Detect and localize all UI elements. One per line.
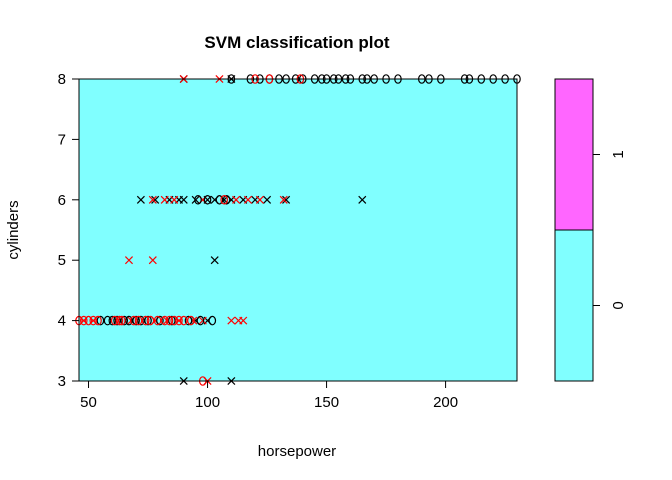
y-tick-label: 3 — [58, 373, 66, 390]
data-point-x — [148, 195, 157, 204]
data-point-o — [165, 315, 174, 326]
data-point-o — [94, 315, 102, 326]
data-point-o — [222, 195, 231, 205]
data-point-x — [227, 316, 236, 325]
data-point-o — [144, 315, 152, 326]
data-point-x — [358, 195, 367, 204]
color-key-box-0 — [554, 229, 594, 382]
color-key-label: 1 — [610, 150, 627, 158]
data-point-o — [208, 315, 217, 326]
data-point-o — [132, 315, 140, 326]
chart-title: SVM classification plot — [204, 33, 389, 52]
y-tick-label: 4 — [58, 313, 66, 330]
data-point-x — [210, 256, 219, 265]
data-point-o — [108, 315, 117, 326]
data-point-o — [184, 315, 193, 326]
data-point-o — [125, 315, 133, 326]
data-point-o — [196, 315, 205, 326]
y-axis-label: cylinders — [5, 200, 22, 259]
color-key-box-1 — [554, 78, 594, 231]
decision-region-background — [79, 79, 517, 381]
data-point-x — [255, 195, 264, 204]
data-point-o — [129, 315, 138, 326]
data-point-o — [120, 315, 129, 326]
data-point-x — [160, 195, 169, 204]
data-point-o — [141, 315, 150, 326]
data-point-o — [89, 315, 98, 326]
data-point-x — [198, 316, 207, 325]
data-point-x — [191, 195, 200, 204]
data-point-o — [103, 315, 112, 326]
data-point-o — [156, 315, 164, 326]
data-point-x — [239, 316, 248, 325]
data-point-x — [170, 195, 179, 204]
x-axis-label: horsepower — [258, 443, 336, 460]
data-point-o — [153, 315, 162, 326]
x-tick-label: 150 — [314, 394, 339, 411]
data-point-o — [137, 315, 145, 326]
y-tick-label: 7 — [58, 131, 66, 148]
x-tick-label: 100 — [195, 394, 220, 411]
y-tick-label: 5 — [58, 252, 66, 269]
data-point-x — [136, 195, 145, 204]
data-point-o — [84, 315, 93, 326]
y-tick-label: 8 — [58, 71, 66, 88]
data-point-o — [203, 195, 212, 205]
data-point-o — [79, 315, 88, 326]
data-point-o — [179, 315, 188, 326]
data-point-o — [115, 315, 124, 326]
data-point-o — [215, 195, 224, 205]
data-point-x — [243, 195, 253, 204]
data-point-x — [282, 195, 291, 204]
data-point-x — [148, 256, 157, 265]
class-color-key: 01 — [554, 78, 627, 382]
data-point-o — [134, 315, 143, 326]
data-point-o — [170, 315, 179, 326]
data-point-x — [279, 195, 288, 204]
data-point-o — [194, 195, 202, 205]
data-point-x — [263, 195, 272, 204]
y-tick-label: 6 — [58, 192, 66, 209]
data-point-o — [160, 315, 169, 326]
y-axis: 3 4 5 6 7 8 — [58, 71, 79, 390]
x-tick-label: 200 — [433, 394, 458, 411]
x-axis: 50 100 150 200 — [80, 381, 458, 411]
data-point-o — [113, 315, 121, 326]
data-point-o — [168, 315, 176, 326]
plot-frame — [78, 78, 518, 382]
data-point-o — [96, 315, 105, 326]
x-tick-label: 50 — [80, 394, 97, 411]
data-point-x — [179, 195, 188, 204]
data-point-o — [118, 315, 126, 326]
color-key-label: 0 — [610, 301, 627, 309]
data-point-x — [232, 195, 241, 204]
data-point-o — [220, 195, 229, 205]
data-point-o — [110, 315, 119, 326]
data-point-o — [146, 315, 155, 326]
data-point-x — [151, 195, 160, 204]
data-point-o — [175, 315, 183, 326]
data-point-x — [124, 256, 134, 265]
data-point-o — [187, 315, 195, 326]
